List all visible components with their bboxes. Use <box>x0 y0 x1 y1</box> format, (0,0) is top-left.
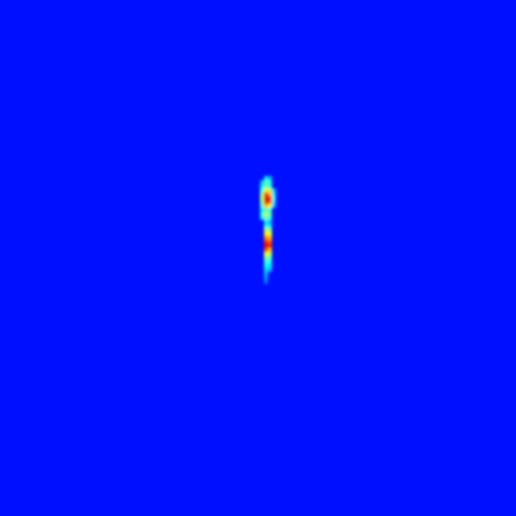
cell <box>260 216 264 220</box>
cell <box>264 236 268 240</box>
cell <box>268 236 272 240</box>
cell <box>264 272 268 276</box>
cell <box>264 248 268 252</box>
cell <box>264 204 268 208</box>
cell <box>264 280 268 284</box>
cell <box>268 196 272 200</box>
cell <box>268 228 272 232</box>
cell <box>260 192 264 196</box>
cell <box>264 260 268 264</box>
cell <box>260 212 264 216</box>
cell <box>264 196 268 200</box>
background-level <box>0 0 516 516</box>
cell <box>264 244 268 248</box>
cell <box>272 188 276 192</box>
cell <box>268 212 272 216</box>
cell <box>268 216 272 220</box>
cell <box>268 188 272 192</box>
cell <box>264 180 268 184</box>
cell <box>268 232 272 236</box>
cell <box>272 196 276 200</box>
plot-area <box>0 0 516 516</box>
cell <box>268 204 272 208</box>
cell <box>264 208 268 212</box>
cell <box>260 196 264 200</box>
cell <box>272 204 276 208</box>
cell <box>264 184 268 188</box>
cell <box>268 248 272 252</box>
cell <box>264 240 268 244</box>
cell <box>268 256 272 260</box>
cell <box>268 260 272 264</box>
cell <box>264 256 268 260</box>
cell <box>264 188 268 192</box>
cell <box>264 216 268 220</box>
cell <box>268 252 272 256</box>
cell <box>272 192 276 196</box>
cell <box>272 200 276 204</box>
cell <box>260 204 264 208</box>
cell <box>264 268 268 272</box>
chart <box>0 0 516 516</box>
cell <box>264 212 268 216</box>
cell <box>268 208 272 212</box>
cell <box>268 184 272 188</box>
cell <box>264 232 268 236</box>
cell <box>264 200 268 204</box>
cell <box>268 220 272 224</box>
cell <box>268 244 272 248</box>
cell <box>260 180 264 184</box>
cell <box>264 276 268 280</box>
cell <box>264 176 268 180</box>
cell <box>260 208 264 212</box>
cell <box>260 184 264 188</box>
cell <box>264 192 268 196</box>
cell <box>268 224 272 228</box>
cells <box>260 176 276 284</box>
cell <box>268 264 272 268</box>
cell <box>264 224 268 228</box>
cell <box>268 192 272 196</box>
cell <box>264 252 268 256</box>
cell <box>264 264 268 268</box>
cell <box>268 240 272 244</box>
cell <box>264 228 268 232</box>
cell <box>268 180 272 184</box>
cell <box>264 220 268 224</box>
cell <box>260 200 264 204</box>
cell <box>260 188 264 192</box>
cell <box>268 268 272 272</box>
cell <box>268 176 272 180</box>
cell <box>268 200 272 204</box>
